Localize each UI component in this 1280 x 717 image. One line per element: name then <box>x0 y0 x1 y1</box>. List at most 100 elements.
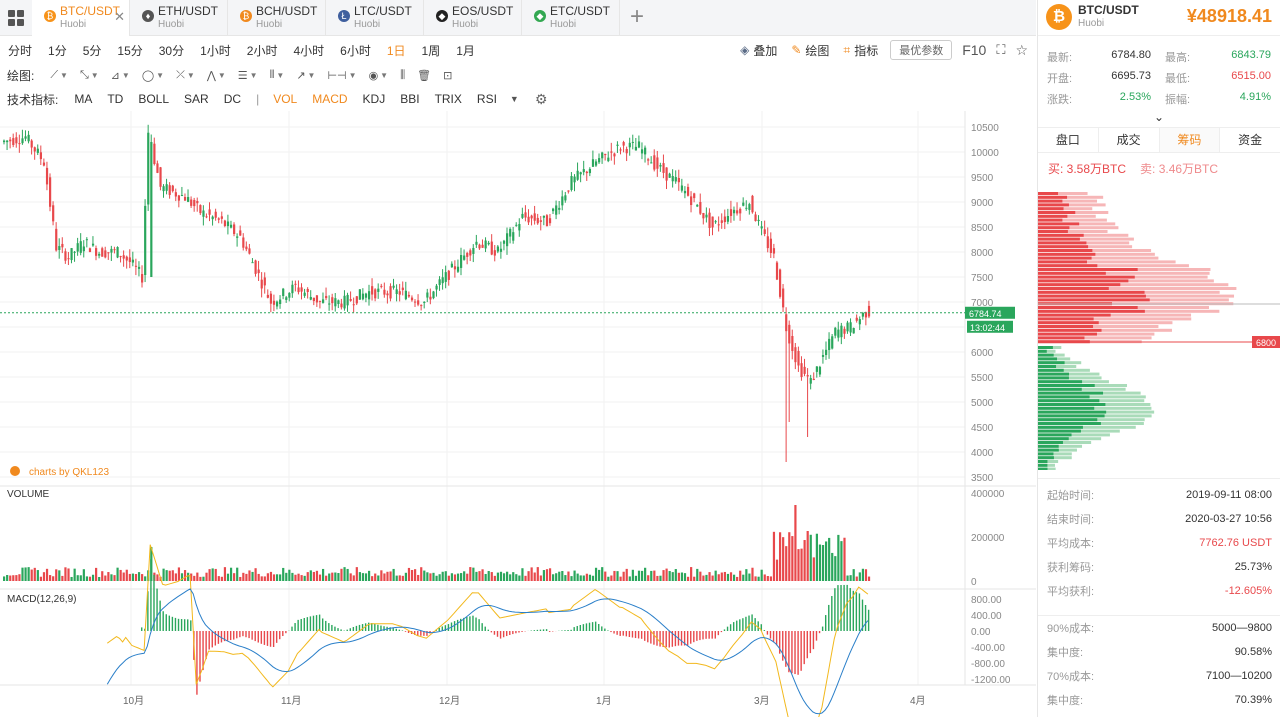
indicator-dc[interactable]: DC <box>223 92 242 106</box>
candle-body <box>128 257 131 263</box>
panel-tab-2[interactable]: 筹码 <box>1159 128 1221 152</box>
menu-grid-button[interactable] <box>0 0 32 36</box>
period-6[interactable]: 2小时 <box>246 43 278 58</box>
chip-bar <box>1038 237 1134 241</box>
add-tab-button[interactable]: + <box>629 3 644 30</box>
expand-chevron-icon[interactable]: ⌄ <box>1154 110 1165 124</box>
arrow-tool-icon[interactable]: ↗ ▼ <box>296 69 316 82</box>
chip-bar <box>1038 218 1107 222</box>
candle-body <box>524 212 527 218</box>
volume-bar <box>205 572 208 581</box>
period-3[interactable]: 15分 <box>117 43 143 58</box>
period-1[interactable]: 1分 <box>48 43 67 58</box>
period-4[interactable]: 30分 <box>158 43 185 58</box>
volume-bar <box>435 575 438 581</box>
macd-bar <box>726 626 729 631</box>
macd-bar <box>211 631 213 648</box>
indicator-vol[interactable]: VOL <box>273 92 298 106</box>
info-row: 平均获利: -12.605% <box>1047 579 1272 603</box>
candle-tool-icon[interactable]: ⫼ <box>400 68 406 81</box>
candle-body <box>432 291 435 299</box>
pattern-tool-icon[interactable]: ⋀ ▼ <box>206 69 226 82</box>
ray-tool-icon[interactable]: ⤡ ▼ <box>79 68 99 81</box>
period-0[interactable]: 分时 <box>8 43 33 58</box>
line-tool-icon[interactable]: ⟋ ▼ <box>50 68 68 81</box>
indicator-ma[interactable]: MA <box>74 92 93 106</box>
trash-icon[interactable]: 🗑 <box>417 69 432 82</box>
volume-bar <box>806 531 809 581</box>
indicator-trix[interactable]: TRIX <box>434 92 462 106</box>
tab-exchange: Huobi <box>256 19 283 30</box>
tab-etc[interactable]: ◆ ETC/USDT Huobi <box>522 0 620 36</box>
optimal-params-button[interactable]: 最优参数 <box>890 40 953 60</box>
indicator-bbi[interactable]: BBI <box>400 92 420 106</box>
candle-body <box>404 290 407 300</box>
overlay-button[interactable]: ◈ 叠加 <box>740 42 777 59</box>
indicator-macd[interactable]: MACD <box>312 92 348 106</box>
chip-bar <box>1038 241 1087 245</box>
candle-body <box>371 286 374 295</box>
panel-tab-3[interactable]: 资金 <box>1238 133 1263 147</box>
panel-tab-1[interactable]: 成交 <box>1099 128 1160 152</box>
volume-bar <box>726 573 730 581</box>
macd-bar <box>757 621 759 631</box>
candle-body <box>460 255 463 268</box>
chip-bar <box>1038 283 1121 287</box>
channel-tool-icon[interactable]: ⊿ ▼ <box>110 69 130 82</box>
eye-tool-icon[interactable]: ◉ ▼ <box>368 69 389 82</box>
circle-tool-icon[interactable]: ◯ ▼ <box>141 69 165 82</box>
tab-eth[interactable]: ♦ ETH/USDT Huobi <box>130 0 228 36</box>
f10-button[interactable]: F10 <box>962 42 987 58</box>
indicator-button[interactable]: ⌗ 指标 <box>843 42 878 59</box>
chip-bar <box>1038 452 1072 456</box>
period-2[interactable]: 5分 <box>82 43 102 58</box>
indicator-rsi[interactable]: RSI <box>476 92 497 106</box>
star-icon[interactable]: ☆ <box>1015 41 1028 58</box>
period-5[interactable]: 1小时 <box>200 43 231 58</box>
fib-tool-icon[interactable]: ☰ ▼ <box>237 69 258 82</box>
candle-body <box>834 327 837 336</box>
volume-bar <box>297 573 300 581</box>
panel-tab-0[interactable]: 盘口 <box>1038 128 1099 152</box>
draw-button[interactable]: ✎ 绘图 <box>791 42 829 59</box>
volume-bar <box>613 570 616 581</box>
candle-body <box>67 258 70 260</box>
volume-bar <box>55 569 58 581</box>
macd-bar <box>607 630 609 631</box>
candle-body <box>502 240 506 244</box>
volume-bar <box>318 574 322 581</box>
tab-ltc[interactable]: Ł LTC/USDT Huobi <box>326 0 424 36</box>
gann-tool-icon[interactable]: ⦀ ▼ <box>269 68 285 81</box>
macd-bar <box>647 631 649 643</box>
indicator-kdj[interactable]: KDJ <box>362 92 386 106</box>
measure-tool-icon[interactable]: ⊢⊣ ▼ <box>327 69 357 82</box>
kline-chart[interactable]: 1050010000950090008500800075007000650060… <box>0 111 1036 717</box>
tab-btc[interactable]: ₿ BTC/USDT Huobi ✕ <box>32 0 130 36</box>
lock-icon[interactable]: ⊡ <box>443 69 453 82</box>
volume-bar <box>407 567 411 581</box>
period-10[interactable]: 1周 <box>421 43 441 58</box>
tab-bch[interactable]: ₿ BCH/USDT Huobi <box>228 0 326 36</box>
period-9[interactable]: 1日 <box>386 43 406 58</box>
candle-body <box>242 237 245 248</box>
cross-tool-icon[interactable]: ⤫ ▼ <box>176 68 195 81</box>
macd-bar <box>263 631 266 645</box>
fullscreen-icon[interactable]: ⛶ <box>996 42 1006 57</box>
candle-body <box>328 303 331 305</box>
macd-bar <box>413 631 416 635</box>
period-8[interactable]: 6小时 <box>340 43 371 58</box>
month-tick: 1月 <box>596 695 612 707</box>
period-7[interactable]: 4小时 <box>293 43 325 58</box>
indicator-boll[interactable]: BOLL <box>138 92 170 106</box>
chip-bar <box>1038 433 1110 437</box>
gear-icon[interactable]: ⚙ <box>534 90 548 107</box>
tab-eos[interactable]: ◆ EOS/USDT Huobi <box>424 0 522 36</box>
period-11[interactable]: 1月 <box>456 43 475 58</box>
more-indicators-caret-icon[interactable]: ▼ <box>509 94 519 104</box>
month-tick: 10月 <box>123 695 144 707</box>
volume-bar <box>398 575 401 581</box>
indicator-td[interactable]: TD <box>107 92 124 106</box>
chip-bar <box>1038 444 1059 448</box>
indicator-sar[interactable]: SAR <box>184 92 209 106</box>
close-icon[interactable]: ✕ <box>114 9 125 24</box>
